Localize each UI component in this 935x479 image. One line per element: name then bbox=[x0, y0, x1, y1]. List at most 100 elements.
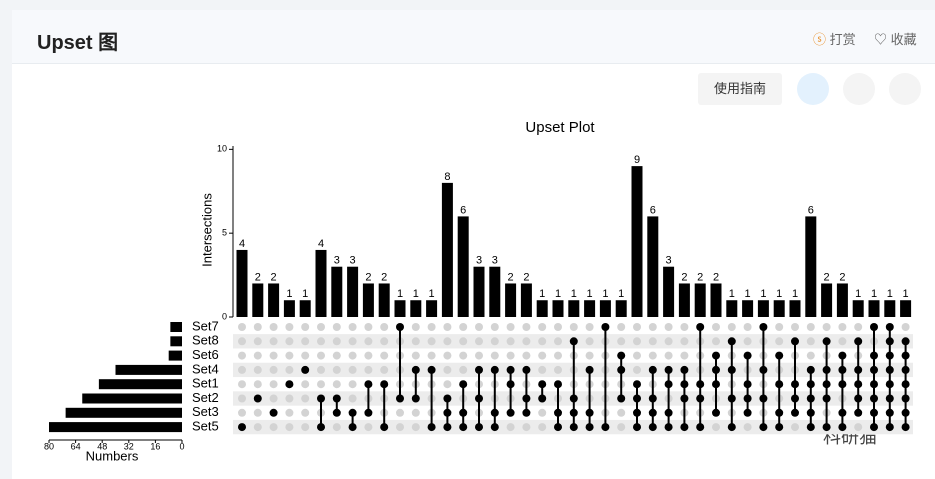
bar bbox=[505, 283, 517, 317]
empty-dot bbox=[522, 351, 531, 360]
empty-dot bbox=[269, 423, 278, 432]
member-dot bbox=[664, 423, 673, 432]
empty-dot bbox=[554, 337, 562, 346]
empty-dot bbox=[901, 323, 910, 331]
member-dot bbox=[475, 423, 483, 432]
member-dot bbox=[885, 337, 894, 346]
empty-dot bbox=[538, 337, 547, 346]
empty-dot bbox=[269, 365, 278, 374]
value-label: 1 bbox=[760, 288, 766, 300]
chart-title: Upset Plot bbox=[525, 119, 595, 136]
member-dot bbox=[901, 365, 910, 374]
member-dot bbox=[901, 337, 910, 346]
member-dot bbox=[459, 380, 468, 389]
member-dot bbox=[806, 408, 815, 417]
member-dot bbox=[696, 323, 705, 331]
member-dot bbox=[554, 380, 562, 389]
value-label: 2 bbox=[697, 271, 703, 283]
member-dot bbox=[617, 365, 626, 374]
empty-dot bbox=[617, 408, 626, 417]
member-dot bbox=[712, 380, 720, 389]
member-dot bbox=[791, 380, 799, 389]
empty-dot bbox=[411, 337, 420, 346]
member-dot bbox=[585, 408, 594, 417]
member-dot bbox=[396, 323, 404, 331]
member-dot bbox=[901, 408, 910, 417]
value-label: 1 bbox=[587, 288, 593, 300]
empty-dot bbox=[411, 423, 420, 432]
member-dot bbox=[317, 394, 325, 403]
member-dot bbox=[680, 394, 689, 403]
empty-dot bbox=[364, 337, 373, 346]
empty-dot bbox=[680, 351, 689, 360]
set-bar bbox=[170, 322, 182, 332]
bar bbox=[757, 300, 769, 317]
set-label: Set7 bbox=[192, 318, 219, 333]
value-label: 1 bbox=[792, 288, 798, 300]
empty-dot bbox=[538, 408, 547, 417]
empty-dot bbox=[238, 380, 246, 389]
empty-dot bbox=[459, 337, 468, 346]
value-label: 6 bbox=[460, 204, 466, 216]
member-dot bbox=[885, 323, 894, 331]
empty-dot bbox=[411, 408, 420, 417]
x-tick-label: 32 bbox=[124, 441, 134, 451]
empty-dot bbox=[633, 351, 641, 360]
set-label: Set5 bbox=[192, 419, 219, 434]
download-button[interactable] bbox=[889, 73, 921, 105]
member-dot bbox=[301, 365, 310, 374]
guide-button[interactable]: 使用指南 bbox=[698, 73, 782, 105]
empty-dot bbox=[664, 351, 673, 360]
member-dot bbox=[633, 423, 641, 432]
empty-dot bbox=[538, 351, 547, 360]
value-label: 1 bbox=[855, 288, 861, 300]
empty-dot bbox=[301, 423, 310, 432]
reward-button[interactable]: ⓢ 打赏 bbox=[813, 32, 856, 47]
empty-dot bbox=[332, 337, 341, 346]
member-dot bbox=[870, 380, 878, 389]
empty-dot bbox=[253, 423, 262, 432]
bar bbox=[868, 300, 880, 317]
value-label: 2 bbox=[523, 271, 529, 283]
value-label: 1 bbox=[602, 288, 608, 300]
pdf-button[interactable] bbox=[797, 73, 829, 105]
bar bbox=[252, 283, 264, 317]
value-label: 2 bbox=[381, 271, 387, 283]
value-label: 3 bbox=[492, 255, 498, 267]
empty-dot bbox=[648, 351, 657, 360]
empty-dot bbox=[506, 337, 515, 346]
empty-dot bbox=[854, 423, 863, 432]
empty-dot bbox=[443, 323, 452, 331]
favorite-button[interactable]: ♡ 收藏 bbox=[874, 32, 917, 47]
empty-dot bbox=[443, 351, 452, 360]
y-tick-label: 0 bbox=[222, 311, 227, 321]
empty-dot bbox=[680, 337, 689, 346]
value-label: 4 bbox=[318, 238, 324, 250]
empty-dot bbox=[269, 337, 278, 346]
empty-dot bbox=[617, 337, 626, 346]
value-label: 1 bbox=[871, 288, 877, 300]
empty-dot bbox=[712, 337, 720, 346]
empty-dot bbox=[506, 351, 515, 360]
empty-dot bbox=[538, 423, 547, 432]
value-label: 3 bbox=[350, 255, 356, 267]
bar bbox=[631, 166, 643, 317]
bar bbox=[268, 283, 280, 317]
bar bbox=[694, 283, 706, 317]
bar bbox=[473, 266, 485, 317]
set-bar bbox=[115, 364, 182, 375]
member-dot bbox=[506, 380, 515, 389]
member-dot bbox=[854, 337, 863, 346]
member-dot bbox=[727, 423, 736, 432]
fullscreen-button[interactable] bbox=[843, 73, 875, 105]
bar bbox=[821, 283, 833, 317]
empty-dot bbox=[854, 323, 863, 331]
empty-dot bbox=[285, 323, 294, 331]
member-dot bbox=[854, 365, 863, 374]
member-dot bbox=[806, 394, 815, 403]
empty-dot bbox=[348, 323, 357, 331]
value-label: 1 bbox=[729, 288, 735, 300]
value-label: 6 bbox=[650, 204, 656, 216]
empty-dot bbox=[806, 323, 815, 331]
empty-dot bbox=[238, 351, 246, 360]
